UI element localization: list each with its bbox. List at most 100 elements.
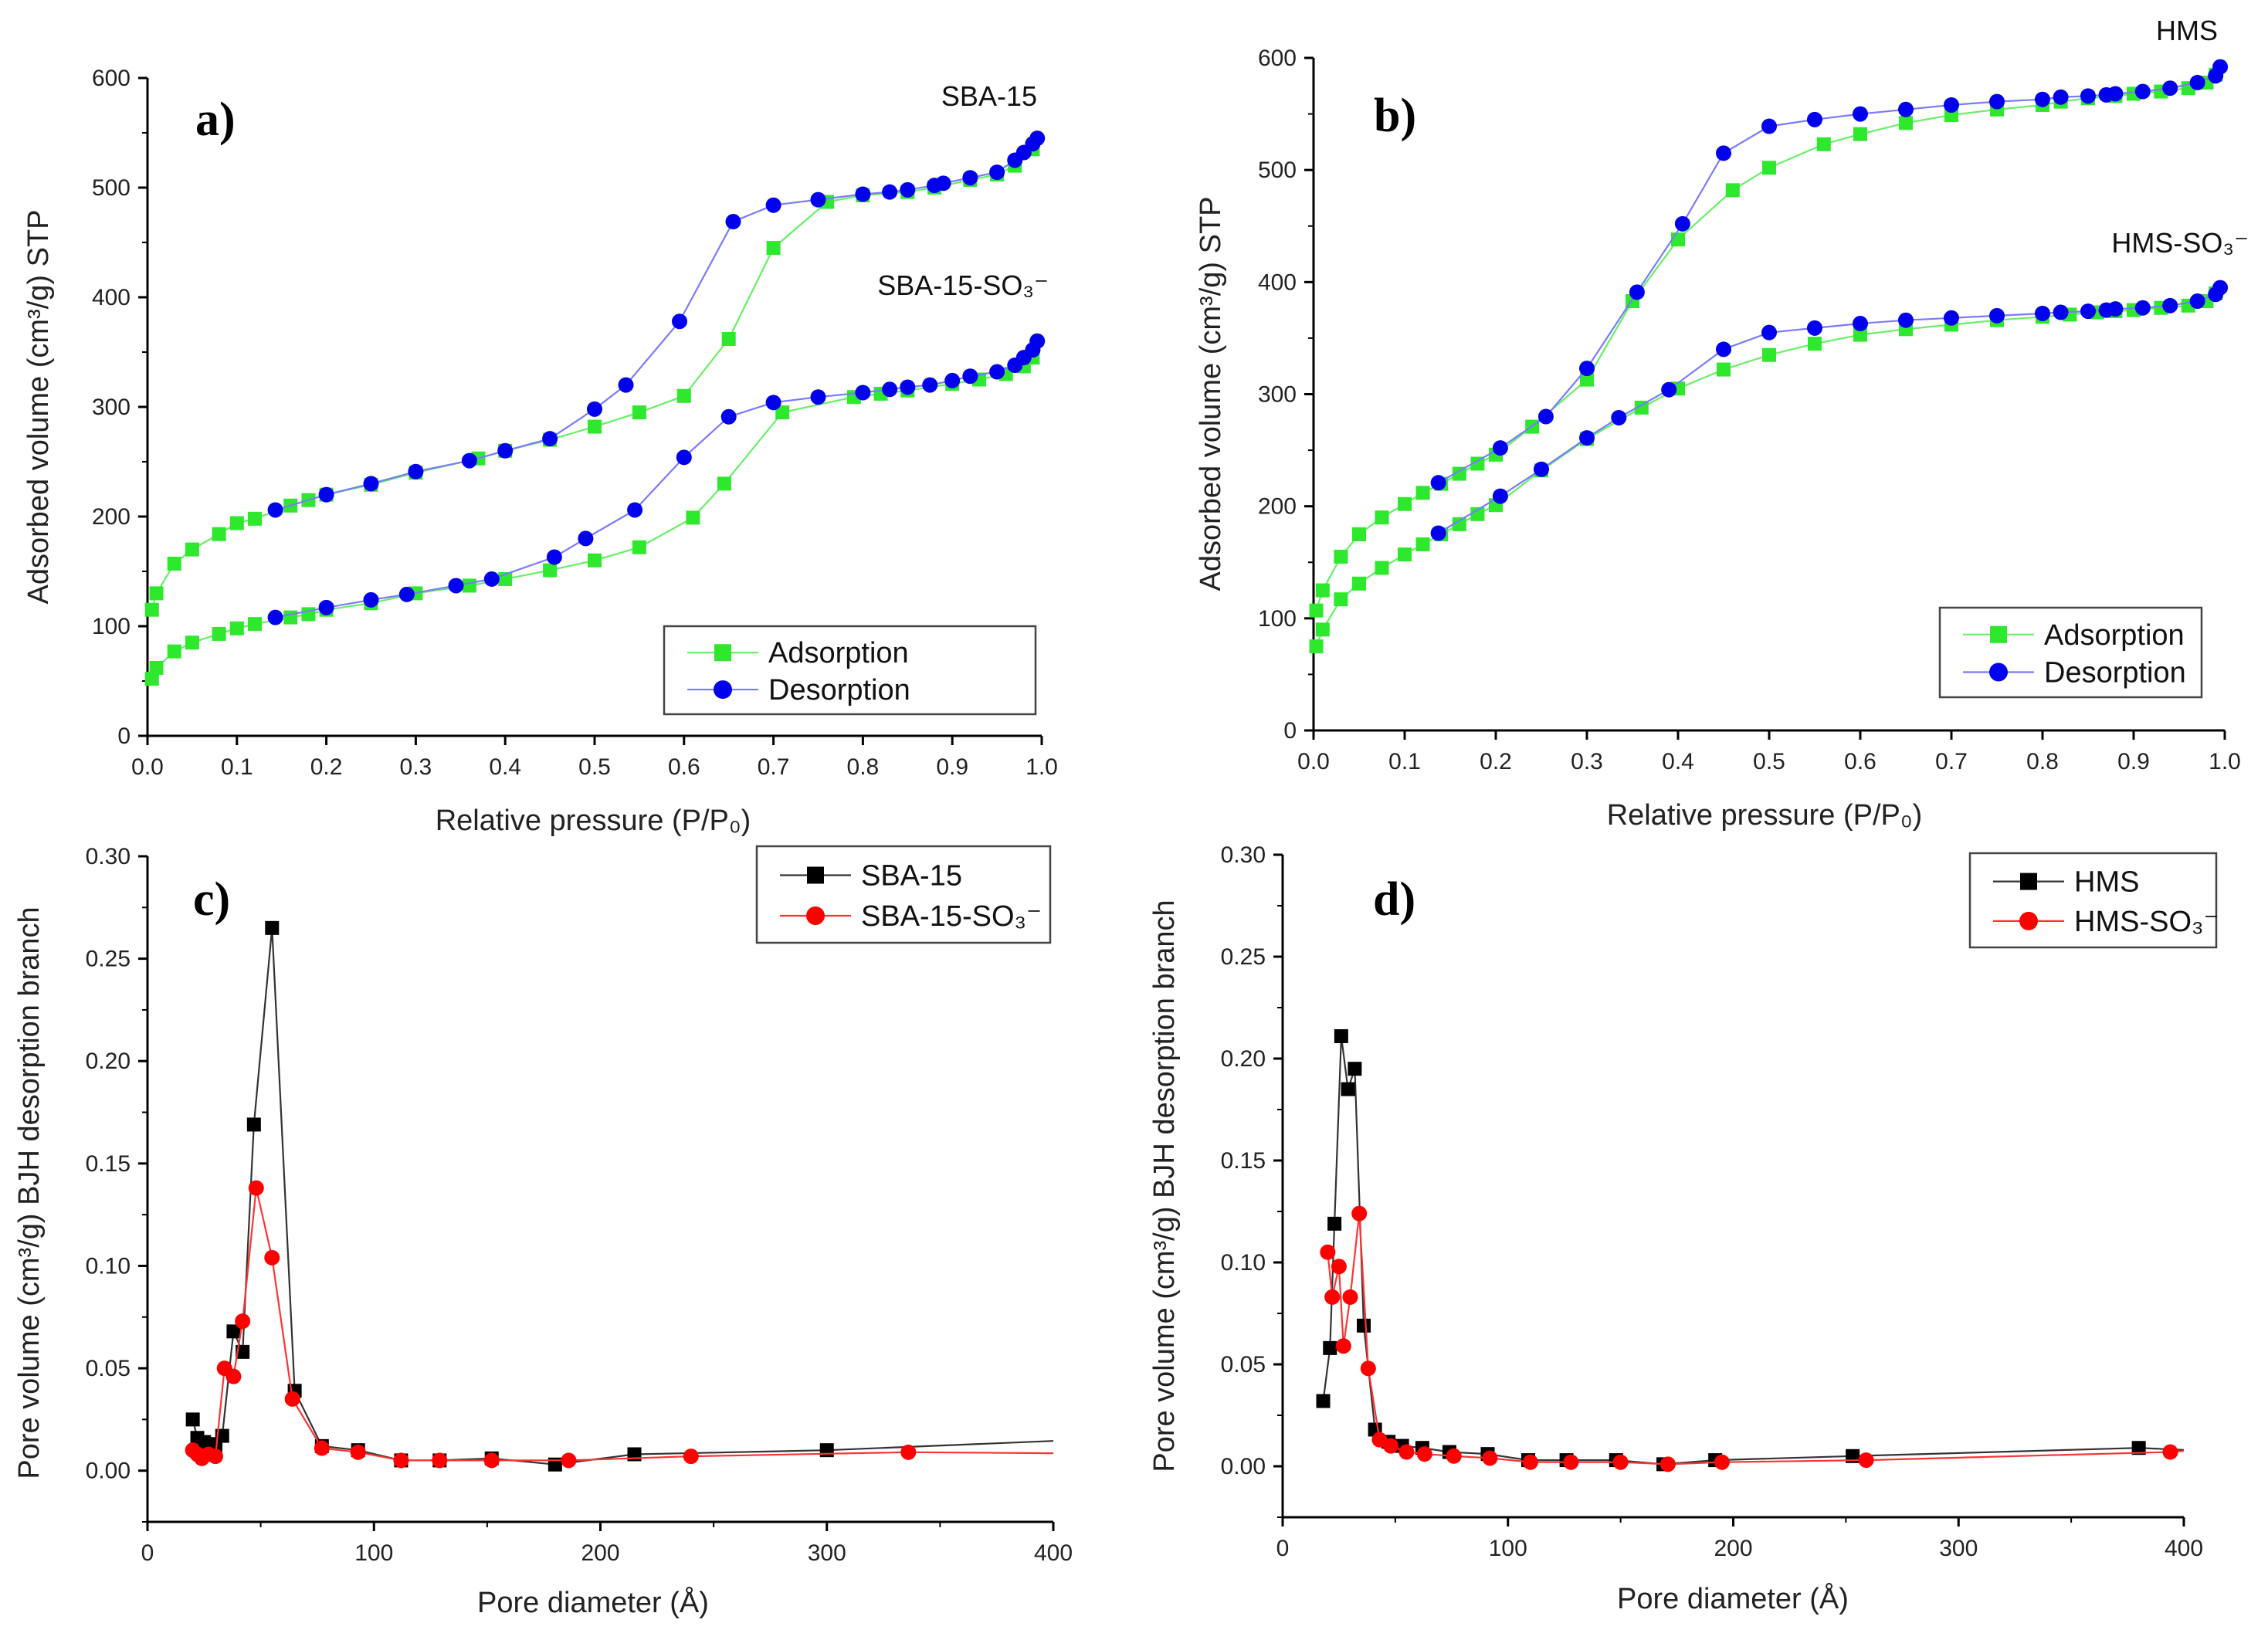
legend-label: HMS bbox=[2074, 866, 2139, 899]
series-line bbox=[192, 927, 1054, 1465]
data-point bbox=[462, 578, 476, 593]
data-point bbox=[2134, 83, 2151, 100]
data-point bbox=[207, 1449, 223, 1465]
x-tick-label: 0.4 bbox=[489, 754, 521, 780]
data-point bbox=[1762, 161, 1776, 175]
data-point bbox=[1716, 341, 1731, 357]
data-point bbox=[632, 405, 646, 420]
data-point bbox=[1351, 1205, 1368, 1222]
data-point bbox=[989, 364, 1005, 380]
legend-square-marker bbox=[2020, 873, 2037, 890]
x-axis-label: Pore diameter (Å) bbox=[1617, 1581, 1849, 1615]
chart-panel-b: 0.0 0.1 0.2 0.3 0.4 0.5 0.6 0.7 0.8 0.9 1.0 0 100 200… bbox=[1195, 15, 2249, 832]
data-point bbox=[1398, 547, 1412, 562]
sample-annotation: HMS bbox=[2156, 15, 2218, 46]
series-line bbox=[275, 137, 1039, 511]
data-point bbox=[1853, 327, 1867, 342]
series-HMS-Desorption bbox=[1430, 59, 2229, 491]
data-point bbox=[264, 1249, 280, 1266]
y-tick-label: 100 bbox=[1258, 606, 1297, 632]
legend-circle-marker bbox=[2019, 911, 2038, 930]
data-point bbox=[1482, 1450, 1498, 1466]
y-tick-label: 0.10 bbox=[86, 1253, 131, 1279]
x-tick-label: 0.2 bbox=[310, 754, 343, 780]
data-point bbox=[1853, 127, 1867, 141]
data-point bbox=[588, 553, 602, 568]
data-point bbox=[314, 1440, 330, 1456]
series-line bbox=[1322, 1035, 2185, 1465]
data-point bbox=[1383, 1438, 1399, 1454]
x-tick-label: 400 bbox=[2165, 1536, 2203, 1561]
x-tick-label: 0.9 bbox=[2117, 749, 2150, 774]
data-point bbox=[1357, 1318, 1371, 1333]
data-point bbox=[1316, 1394, 1331, 1408]
x-tick-label: 0.7 bbox=[758, 754, 790, 780]
y-tick-label: 0.25 bbox=[86, 947, 131, 972]
data-point bbox=[672, 313, 688, 330]
legend-square-marker bbox=[1990, 625, 2007, 643]
data-point bbox=[246, 1117, 261, 1132]
chart-panel-c: 0 100 200 300 400 0.00 0.05 0.10 0.15 0.20 0.25 0.3… bbox=[13, 844, 1073, 1619]
y-tick-label: 200 bbox=[92, 504, 131, 530]
data-point bbox=[1580, 372, 1594, 387]
data-point bbox=[2162, 80, 2178, 97]
data-point bbox=[962, 170, 978, 186]
data-point bbox=[461, 452, 477, 469]
data-point bbox=[1808, 337, 1822, 351]
legend-box bbox=[1968, 852, 2218, 949]
data-point bbox=[765, 395, 781, 411]
sample-annotation: SBA-15-SO₃⁻ bbox=[877, 269, 1049, 301]
data-point bbox=[1371, 1432, 1388, 1448]
data-point bbox=[1342, 1289, 1358, 1305]
data-point bbox=[1331, 1259, 1347, 1275]
data-point bbox=[819, 1443, 834, 1458]
data-point bbox=[1853, 106, 1868, 122]
data-point bbox=[543, 563, 558, 578]
panel-letter: b) bbox=[1374, 90, 1416, 142]
data-point bbox=[1579, 430, 1595, 446]
data-point bbox=[283, 610, 298, 625]
data-point bbox=[1335, 1338, 1351, 1354]
data-point bbox=[1309, 603, 1324, 618]
x-tick-label: 0.3 bbox=[400, 754, 432, 780]
series-line bbox=[1315, 293, 2216, 647]
y-tick-label: 300 bbox=[1258, 382, 1297, 408]
y-tick-label: 0.15 bbox=[1221, 1148, 1266, 1174]
data-point bbox=[1899, 116, 1913, 130]
x-tick-label: 0.1 bbox=[221, 754, 253, 780]
data-point bbox=[1398, 1444, 1415, 1460]
data-point bbox=[686, 510, 700, 525]
x-tick-label: 0.7 bbox=[1935, 749, 1968, 774]
x-tick-label: 200 bbox=[1714, 1536, 1752, 1561]
sample-annotation: HMS-SO₃⁻ bbox=[2111, 227, 2249, 259]
data-point bbox=[267, 609, 283, 625]
data-point bbox=[1807, 320, 1822, 336]
data-point bbox=[676, 449, 692, 466]
data-point bbox=[483, 571, 500, 587]
data-point bbox=[766, 241, 781, 256]
data-point bbox=[185, 635, 199, 650]
x-tick-label: 200 bbox=[581, 1540, 619, 1566]
legend: SBA-15 SBA-15-SO₃⁻ bbox=[755, 845, 1052, 944]
x-tick-label: 0.0 bbox=[1297, 749, 1330, 774]
y-axis-label: Pore volume (cm³/g) BJH desorption branc… bbox=[13, 906, 46, 1479]
x-tick-label: 1.0 bbox=[2209, 749, 2241, 774]
data-point bbox=[1452, 466, 1466, 481]
data-point bbox=[318, 486, 334, 503]
legend-label: SBA-15-SO₃⁻ bbox=[861, 900, 1042, 933]
data-point bbox=[393, 1452, 409, 1469]
data-point bbox=[1360, 1360, 1376, 1377]
data-point bbox=[618, 377, 634, 393]
data-point bbox=[1348, 1062, 1362, 1076]
data-point bbox=[350, 1444, 366, 1460]
y-tick-label: 0.00 bbox=[86, 1459, 131, 1484]
series-line bbox=[1327, 1213, 2185, 1465]
data-point bbox=[1989, 307, 2005, 324]
y-tick-label: 300 bbox=[92, 395, 131, 420]
data-point bbox=[765, 197, 781, 213]
x-tick-label: 0.6 bbox=[1844, 749, 1876, 774]
data-point bbox=[546, 549, 562, 565]
data-point bbox=[1716, 145, 1731, 161]
data-point bbox=[1334, 592, 1348, 607]
